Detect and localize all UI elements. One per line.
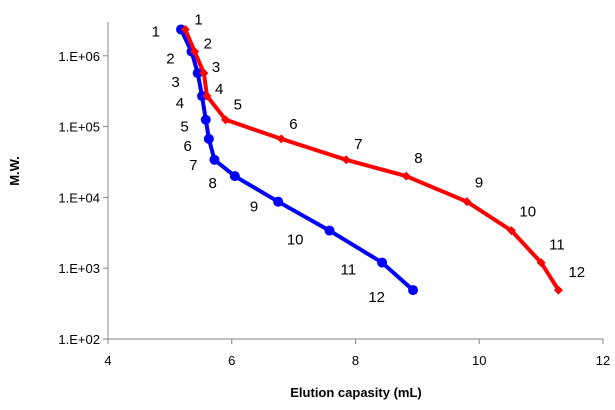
series-1-point-label: 11 [341, 262, 357, 279]
series-2-point-label: 12 [568, 264, 585, 281]
series-1-point [203, 133, 214, 144]
series-1-point [324, 225, 335, 236]
series-1-point [408, 285, 419, 296]
series-2-point [190, 46, 200, 56]
axes: 1.E+021.E+031.E+041.E+051.E+064 6 8 10 12 [58, 22, 610, 368]
x-tick-label: 12 [596, 353, 610, 368]
y-tick-label: 1.E+06 [58, 49, 100, 64]
y-tick-label: 1.E+02 [58, 332, 100, 347]
series-1-point [377, 257, 388, 268]
series-2 [180, 25, 563, 295]
x-tick-label: 10 [472, 353, 486, 368]
series-2-point-label: 4 [215, 81, 223, 98]
series-2-point [199, 68, 209, 78]
series-2-point-label: 5 [234, 97, 242, 114]
series-2-point-label: 2 [204, 35, 212, 52]
series-2-point-label: 10 [519, 204, 536, 221]
x-tick-label: 6 [228, 353, 235, 368]
series-2-point-label: 6 [289, 116, 297, 133]
series-1-point [200, 114, 211, 125]
series-2-point [536, 258, 546, 268]
series-2-point-label: 8 [414, 150, 422, 167]
series-1-point-label: 6 [184, 138, 192, 155]
series-1-point-label: 4 [176, 95, 184, 112]
series-2-point-label: 7 [354, 136, 362, 153]
series-2-point [553, 285, 563, 295]
series-2-point-label: 9 [475, 175, 483, 192]
series-2-point [276, 134, 286, 144]
series-2-point [401, 171, 411, 181]
series-1-point-label: 12 [368, 289, 385, 306]
series-2-point [221, 115, 231, 125]
series-1-point-label: 2 [166, 50, 174, 67]
series-layer [176, 24, 563, 296]
series-1-point [273, 196, 284, 207]
series-2-point [506, 226, 516, 236]
series-1-point-label: 1 [152, 24, 160, 41]
series-2-line [183, 27, 561, 293]
series-2-point [462, 197, 472, 207]
series-2-point [180, 25, 190, 35]
series-2-point-label: 1 [194, 12, 202, 29]
series-2-point [202, 91, 212, 101]
y-tick-label: 1.E+05 [58, 120, 100, 135]
series-1-point [197, 91, 208, 102]
series-1-point [229, 171, 240, 182]
series-2-point-label: 11 [549, 237, 565, 254]
x-axis-title: Elution capasity (mL) [290, 385, 421, 400]
series-1-point-label: 5 [180, 119, 188, 136]
series-2-point [341, 155, 351, 165]
y-tick-label: 1.E+04 [58, 190, 100, 205]
series-1-point-label: 3 [171, 74, 179, 91]
series-2-point-label: 3 [212, 59, 220, 76]
series-1-point-label: 9 [250, 199, 258, 216]
series-1-point-label: 8 [209, 175, 217, 192]
series-1-point [192, 68, 203, 79]
x-tick-label: 8 [352, 353, 359, 368]
y-tick-label: 1.E+03 [58, 261, 100, 276]
series-1-point [209, 154, 220, 165]
y-axis-title: M.W. [7, 156, 22, 186]
series-1-point-label: 7 [189, 157, 197, 174]
series-1-point-label: 10 [287, 232, 304, 249]
x-tick-label: 4 [104, 353, 111, 368]
